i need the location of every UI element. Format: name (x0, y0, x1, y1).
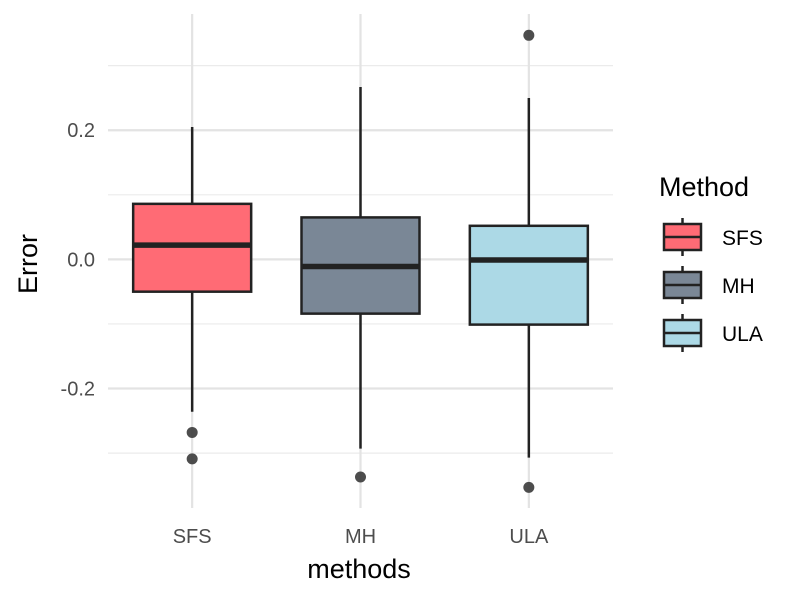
y-tick-label: 0.0 (67, 249, 95, 271)
box-body (468, 224, 590, 326)
outlier-point (523, 481, 535, 493)
legend-label: SFS (722, 227, 763, 250)
box-layer (131, 29, 590, 493)
outlier-point (186, 453, 198, 465)
x-axis-ticks: SFS MH ULA (173, 526, 549, 548)
legend-item-mh: MH (662, 266, 755, 304)
y-axis-title: Error (13, 234, 43, 294)
y-tick-label: -0.2 (61, 379, 95, 401)
x-axis-title: methods (307, 554, 411, 584)
legend-label: MH (722, 275, 755, 298)
box-mh (300, 86, 421, 483)
x-tick-label: ULA (509, 526, 549, 548)
y-axis-ticks: -0.2 0.0 0.2 (61, 120, 95, 400)
box-ula (468, 29, 590, 493)
legend-title: Method (659, 172, 749, 202)
x-tick-label: MH (345, 526, 376, 548)
box-sfs (131, 127, 253, 465)
outlier-point (355, 471, 366, 483)
legend-item-ula: ULA (662, 314, 763, 352)
x-tick-label: SFS (173, 526, 212, 548)
legend-item-sfs: SFS (662, 218, 763, 256)
outlier-point (523, 29, 535, 41)
outlier-point (186, 426, 198, 438)
legend: Method SFS MH ULA (659, 172, 763, 352)
y-tick-label: 0.2 (67, 120, 95, 142)
legend-label: ULA (722, 323, 763, 346)
